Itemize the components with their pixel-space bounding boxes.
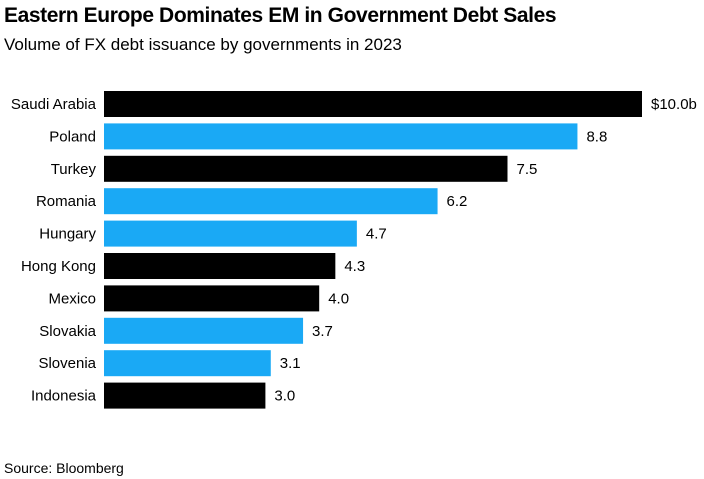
- category-label-hong-kong: Hong Kong: [21, 258, 96, 275]
- bar-poland: [104, 123, 578, 150]
- bar-romania: [104, 188, 438, 215]
- value-label-saudi-arabia: $10.0b: [651, 96, 697, 113]
- category-label-romania: Romania: [36, 193, 97, 210]
- value-label-slovenia: 3.1: [280, 355, 301, 372]
- value-label-hungary: 4.7: [366, 226, 387, 243]
- bar-turkey: [104, 155, 508, 182]
- bar-saudi-arabia: [104, 91, 642, 117]
- category-label-turkey: Turkey: [51, 161, 97, 178]
- category-label-mexico: Mexico: [48, 290, 96, 307]
- value-label-hong-kong: 4.3: [344, 258, 365, 275]
- bar-hong-kong: [104, 253, 336, 279]
- bar-indonesia: [104, 382, 266, 409]
- chart-title: Eastern Europe Dominates EM in Governmen…: [4, 4, 557, 27]
- value-label-romania: 6.2: [447, 193, 468, 210]
- value-label-poland: 8.8: [586, 128, 607, 145]
- value-label-mexico: 4.0: [328, 290, 349, 307]
- category-label-indonesia: Indonesia: [31, 388, 97, 405]
- category-label-saudi-arabia: Saudi Arabia: [11, 96, 97, 113]
- category-label-slovakia: Slovakia: [39, 323, 96, 340]
- bar-mexico: [104, 285, 320, 312]
- value-label-slovakia: 3.7: [312, 323, 333, 340]
- category-label-slovenia: Slovenia: [38, 355, 96, 372]
- bar-hungary: [104, 220, 357, 247]
- category-label-poland: Poland: [49, 128, 96, 145]
- source-note: Source: Bloomberg: [4, 460, 124, 476]
- bar-slovakia: [104, 317, 304, 344]
- value-label-indonesia: 3.0: [274, 388, 295, 405]
- chart-subtitle: Volume of FX debt issuance by government…: [4, 35, 402, 54]
- category-label-hungary: Hungary: [39, 226, 96, 243]
- bar-slovenia: [104, 350, 271, 377]
- value-label-turkey: 7.5: [517, 161, 538, 178]
